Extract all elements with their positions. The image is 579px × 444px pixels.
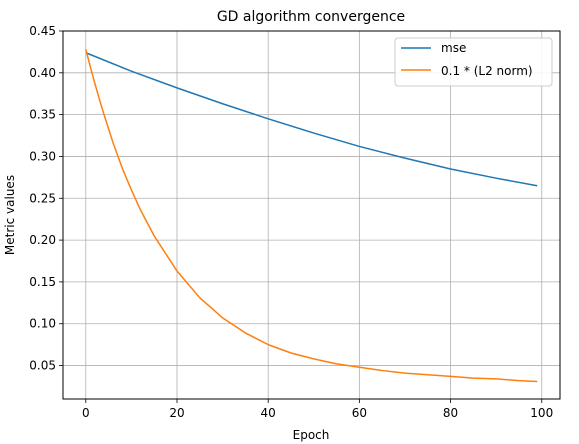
y-tick-label: 0.40 xyxy=(29,66,56,80)
x-tick-label: 40 xyxy=(261,406,276,420)
y-tick-label: 0.30 xyxy=(29,149,56,163)
x-tick-label: 80 xyxy=(443,406,458,420)
legend-label-mse: mse xyxy=(441,41,466,55)
x-tick-label: 20 xyxy=(169,406,184,420)
legend-box xyxy=(394,37,553,87)
x-tick-label: 60 xyxy=(352,406,367,420)
y-axis-label: Metric values xyxy=(3,175,17,255)
y-tick-label: 0.25 xyxy=(29,191,56,205)
series-line-l2-norm xyxy=(85,49,538,383)
legend-label-l2-norm: 0.1 * (L2 norm) xyxy=(441,64,533,78)
y-tick-label: 0.45 xyxy=(29,24,56,38)
x-axis-label: Epoch xyxy=(293,428,330,442)
y-tick-label: 0.15 xyxy=(29,275,56,289)
chart-title: GD algorithm convergence xyxy=(217,9,405,25)
plot-frame xyxy=(62,30,561,400)
y-tick-label: 0.05 xyxy=(29,359,56,373)
x-tick-label: 0 xyxy=(82,406,90,420)
series-line-mse xyxy=(85,52,538,187)
y-tick-label: 0.10 xyxy=(29,317,56,331)
x-tick-label: 100 xyxy=(530,406,553,420)
y-ticks: 0.05 0.10 0.15 0.20 0.25 0.30 0.35 0.40 0.45 xyxy=(29,24,63,373)
x-ticks: 0 20 40 60 80 100 xyxy=(82,399,553,420)
y-tick-label: 0.20 xyxy=(29,233,56,247)
series-group xyxy=(85,49,538,383)
y-tick-label: 0.35 xyxy=(29,108,56,122)
legend: mse 0.1 * (L2 norm) xyxy=(394,37,553,87)
